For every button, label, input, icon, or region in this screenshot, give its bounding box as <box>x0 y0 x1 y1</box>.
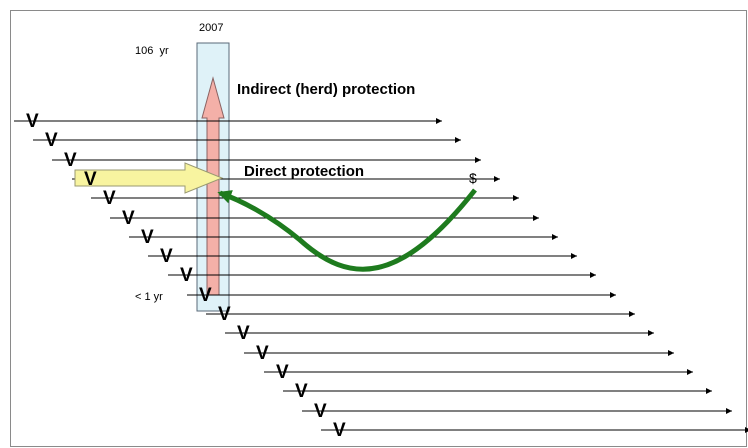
vaccination-marker: V <box>218 304 231 325</box>
vaccination-marker: V <box>276 362 289 383</box>
vaccination-effect-curve <box>217 188 477 272</box>
direct-protection-arrow <box>74 162 224 194</box>
vaccination-marker: V <box>180 265 193 286</box>
vaccination-marker: V <box>333 420 346 441</box>
herd-protection-arrow <box>201 76 225 296</box>
indirect-protection-label: Indirect (herd) protection <box>237 81 415 98</box>
oldest-age-label: 106 yr <box>135 45 169 57</box>
diagram-frame <box>10 10 747 447</box>
vaccination-marker: V <box>122 208 135 229</box>
cohort-timelines <box>14 118 748 433</box>
vaccination-marker: V <box>199 285 212 306</box>
vaccination-marker: V <box>256 343 269 364</box>
cost-dollar-label: $ <box>469 170 477 186</box>
youngest-age-label: < 1 yr <box>135 291 163 303</box>
vaccination-marker: V <box>45 130 58 151</box>
vaccination-marker: V <box>314 401 327 422</box>
vaccination-marker: V <box>295 381 308 402</box>
year-label: 2007 <box>199 22 223 34</box>
vaccination-marker: V <box>141 227 154 248</box>
vaccination-marker: V <box>237 323 250 344</box>
direct-protection-label: Direct protection <box>244 163 364 180</box>
vaccination-marker: V <box>103 188 116 209</box>
vaccination-marker: V <box>84 169 97 190</box>
vaccination-marker: V <box>26 111 39 132</box>
vaccination-marker: V <box>64 150 77 171</box>
vaccination-marker: V <box>160 246 173 267</box>
